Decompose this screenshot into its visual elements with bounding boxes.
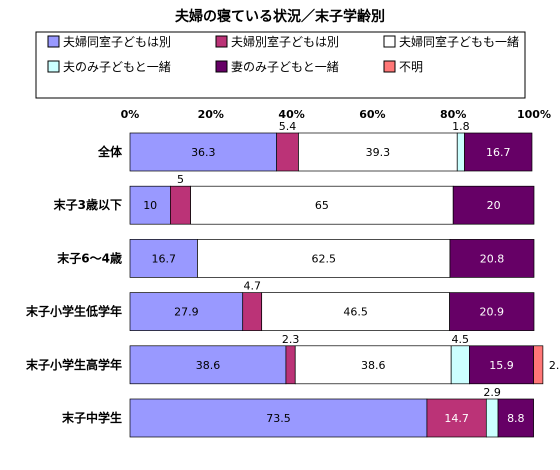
data-label: 15.9: [489, 359, 514, 372]
legend-label-3: 夫婦同室子どもも一緒: [399, 34, 519, 49]
bar-segment: [298, 132, 458, 172]
bar-segment: [129, 345, 287, 385]
data-label: 38.6: [196, 359, 221, 372]
data-label: 2.3: [282, 333, 300, 346]
data-label: 4.5: [452, 333, 470, 346]
bar-segment: [276, 132, 299, 172]
legend-swatch-5: [215, 60, 228, 73]
bar-segment: [452, 185, 535, 225]
legend-box: [35, 31, 526, 99]
bar-segment: [497, 398, 534, 438]
x-tick-label: 60%: [359, 108, 385, 121]
data-label: 39.3: [366, 146, 391, 159]
category-label: 末子3歳以下: [54, 197, 122, 212]
bar-segment: [449, 292, 535, 331]
data-label: 62.5: [311, 252, 336, 265]
legend-swatch-3: [383, 35, 396, 48]
bar-segment: [485, 398, 499, 438]
bar-segment: [242, 292, 263, 331]
plot-area: 36.3 5.4 39.3 1.8 16.7 10 5 65 20 16.7 62.5 20.8 27.…: [129, 120, 560, 438]
bar-segment: [129, 185, 171, 225]
data-label: 4.7: [243, 280, 261, 293]
data-label: 16.7: [486, 146, 511, 159]
bar-segment: [170, 185, 191, 225]
data-label: 5.4: [279, 120, 297, 133]
x-tick-label: 20%: [198, 108, 224, 121]
x-tick-label: 40%: [278, 108, 304, 121]
data-label: 2.9: [483, 386, 501, 399]
bar-segment: [197, 239, 451, 278]
category-label: 全体: [97, 144, 123, 159]
data-label: 5: [177, 173, 184, 186]
data-label: 65: [315, 199, 329, 212]
bar-segment: [129, 239, 198, 278]
bar-segment: [129, 132, 278, 172]
bar-segment: [449, 239, 535, 278]
category-label: 末子小学生高学年: [26, 357, 122, 372]
bar-segment: [129, 398, 428, 438]
x-tick-label: 80%: [440, 108, 466, 121]
legend-swatch-2: [215, 35, 228, 48]
data-label: 2.3: [549, 359, 560, 372]
legend-swatch-6: [383, 60, 396, 73]
chart-title: 夫婦の寝ている状況／末子学齢別: [175, 8, 385, 25]
bar-segment: [190, 185, 454, 225]
data-label: 16.7: [151, 252, 176, 265]
data-label: 20: [487, 199, 501, 212]
data-label: 46.5: [343, 306, 368, 319]
data-label: 14.7: [444, 412, 469, 425]
data-label: 10: [143, 199, 157, 212]
legend-label-6: 不明: [399, 60, 423, 74]
x-tick-label: 0%: [121, 108, 140, 121]
data-label: 20.9: [480, 306, 505, 319]
data-label: 73.5: [266, 412, 291, 425]
data-label: 36.3: [191, 146, 216, 159]
data-label: 1.8: [452, 120, 470, 133]
data-label: 20.8: [480, 252, 505, 265]
legend-label-4: 夫のみ子どもと一緒: [63, 59, 171, 74]
legend-label-2: 夫婦別室子どもは別: [231, 34, 339, 49]
category-label: 末子6～4歳: [57, 250, 122, 265]
legend-label-1: 夫婦同室子どもは別: [63, 34, 171, 49]
legend-label-5: 妻のみ子どもと一緒: [231, 59, 339, 74]
legend-swatch-4: [47, 60, 60, 73]
x-axis-tick-labels: 0% 20% 40% 60% 80% 100%: [121, 108, 551, 121]
x-tick-label: 100%: [517, 108, 551, 121]
bar-segment: [450, 345, 470, 385]
category-label: 末子中学生: [62, 410, 122, 425]
data-label: 8.8: [507, 412, 525, 425]
bar-segment: [456, 132, 465, 172]
legend-swatch-1: [47, 35, 60, 48]
category-label: 末子小学生低学年: [26, 304, 122, 319]
bar-segment: [285, 345, 296, 385]
bar-segment: [533, 345, 544, 385]
bar-segment: [464, 132, 533, 172]
data-label: 38.6: [361, 359, 386, 372]
data-label: 27.9: [174, 306, 199, 319]
